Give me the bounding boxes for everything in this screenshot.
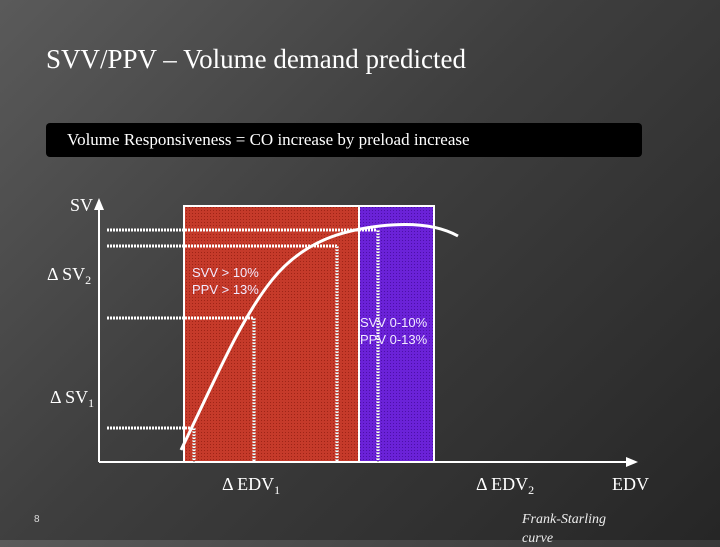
nonresponsive-zone-text: SVV 0-10% PPV 0-13% — [360, 314, 427, 348]
responsive-zone — [183, 205, 360, 463]
banner-text: Volume Responsiveness = CO increase by p… — [67, 130, 470, 149]
curve-caption-line2: curve — [522, 531, 554, 546]
delta-edv2-label: Δ EDV2 — [476, 474, 535, 497]
x-axis-label: EDV — [612, 474, 649, 494]
nonresponsive-ppv: PPV 0-13% — [360, 332, 428, 347]
x-axis-arrow — [626, 457, 638, 467]
frank-starling-curve — [179, 223, 459, 451]
slide-title: SVV/PPV – Volume demand predicted — [46, 44, 466, 74]
delta-sv2-label: Δ SV2 — [47, 264, 92, 287]
responsive-svv: SVV > 10% — [192, 265, 259, 280]
definition-banner: Volume Responsiveness = CO increase by p… — [46, 123, 642, 157]
y-axis-arrow — [94, 198, 104, 210]
responsive-zone-text: SVV > 10% PPV > 13% — [192, 264, 259, 298]
nonresponsive-zone — [358, 205, 435, 463]
delta-edv1-label: Δ EDV1 — [222, 474, 281, 497]
curve-caption-line1: Frank-Starling — [522, 512, 606, 527]
page-number: 8 — [34, 514, 40, 525]
y-axis-label: SV — [70, 195, 94, 215]
delta-sv1-label: Δ SV1 — [50, 387, 95, 410]
responsive-ppv: PPV > 13% — [192, 282, 259, 297]
nonresponsive-svv: SVV 0-10% — [360, 315, 428, 330]
